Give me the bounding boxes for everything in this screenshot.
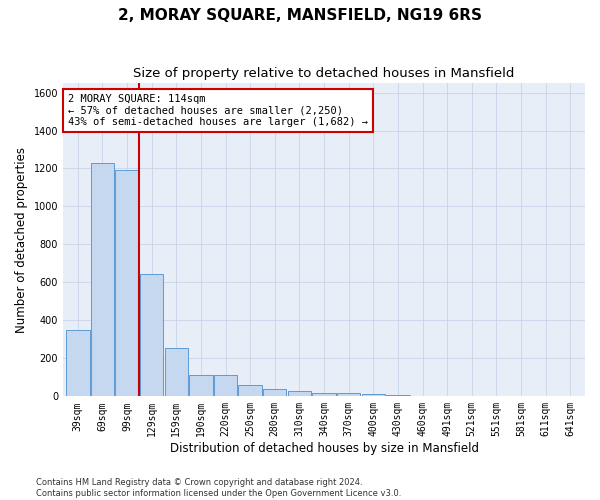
Bar: [164, 348, 188, 397]
Text: Contains HM Land Registry data © Crown copyright and database right 2024.
Contai: Contains HM Land Registry data © Crown c…: [36, 478, 401, 498]
Bar: [214, 375, 237, 396]
Bar: [362, 394, 385, 396]
Bar: [238, 385, 262, 396]
Bar: [140, 274, 163, 396]
Bar: [189, 375, 212, 396]
Bar: [263, 390, 286, 396]
X-axis label: Distribution of detached houses by size in Mansfield: Distribution of detached houses by size …: [170, 442, 479, 455]
Bar: [337, 392, 361, 396]
Bar: [91, 163, 114, 396]
Bar: [66, 330, 89, 396]
Title: Size of property relative to detached houses in Mansfield: Size of property relative to detached ho…: [133, 68, 515, 80]
Bar: [313, 392, 336, 396]
Bar: [386, 394, 410, 396]
Y-axis label: Number of detached properties: Number of detached properties: [15, 146, 28, 332]
Bar: [288, 391, 311, 396]
Text: 2, MORAY SQUARE, MANSFIELD, NG19 6RS: 2, MORAY SQUARE, MANSFIELD, NG19 6RS: [118, 8, 482, 22]
Text: 2 MORAY SQUARE: 114sqm
← 57% of detached houses are smaller (2,250)
43% of semi-: 2 MORAY SQUARE: 114sqm ← 57% of detached…: [68, 94, 368, 127]
Bar: [115, 170, 139, 396]
